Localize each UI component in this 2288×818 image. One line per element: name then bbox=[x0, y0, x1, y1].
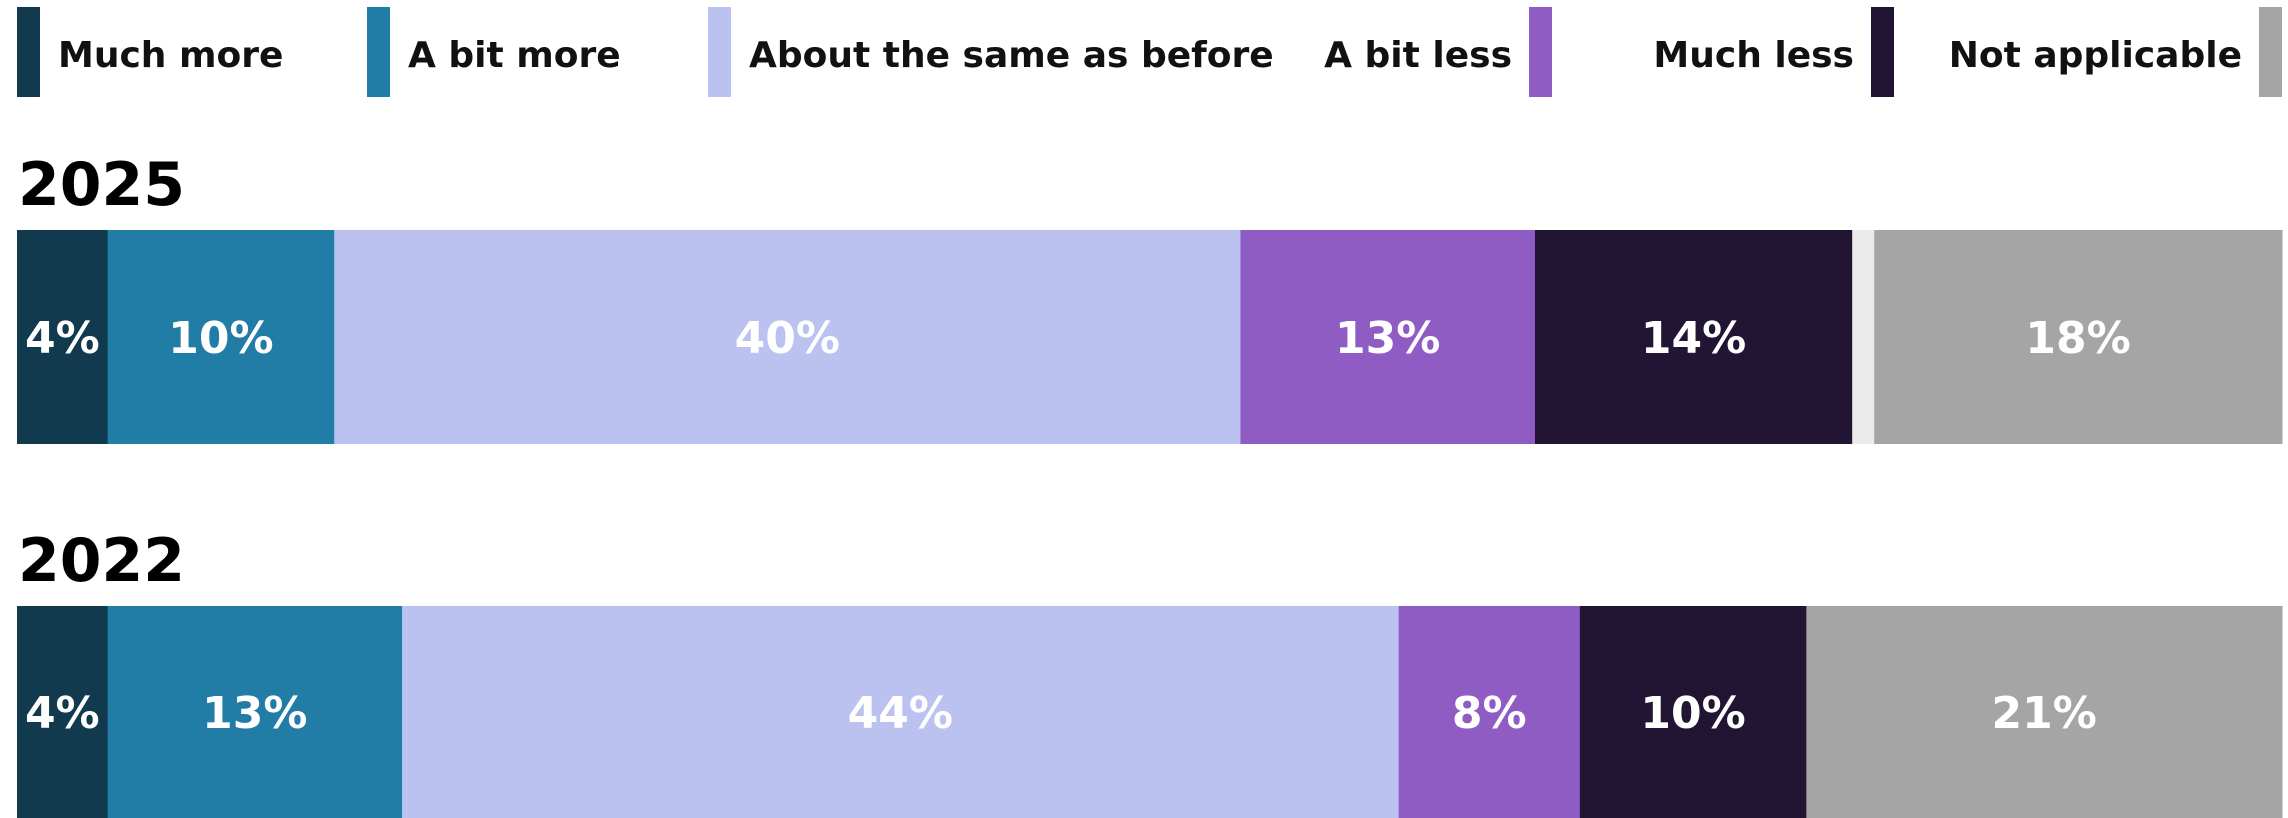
data-label: 4% bbox=[25, 688, 100, 739]
legend-label: Much less bbox=[1653, 35, 1854, 76]
bar-gap bbox=[1852, 230, 1875, 444]
row-label: 2022 bbox=[18, 526, 185, 596]
legend-item-a-bit-less: A bit less bbox=[1324, 7, 1552, 97]
legend-item-about-the-same-as-before: About the same as before bbox=[708, 7, 1274, 97]
bar-segment-not-applicable bbox=[1806, 606, 2283, 818]
data-label: 44% bbox=[848, 688, 953, 739]
legend-item-not-applicable: Not applicable bbox=[1949, 7, 2282, 97]
legend-swatch bbox=[1871, 7, 1894, 97]
bar-segment-much-less bbox=[1534, 230, 1853, 444]
bar-segment-a-bit-more bbox=[107, 230, 335, 444]
bar-segment-a-bit-less bbox=[1398, 606, 1581, 818]
data-label: 8% bbox=[1452, 688, 1527, 739]
data-label: 13% bbox=[202, 688, 307, 739]
bar-row-2025: 2025 4% 10% 40% 13% 14% 18% bbox=[17, 150, 2283, 444]
legend-swatch bbox=[17, 7, 40, 97]
bar-segment-about-the-same-as-before bbox=[402, 606, 1400, 818]
data-label: 14% bbox=[1641, 313, 1746, 364]
bar-segment-a-bit-less bbox=[1240, 230, 1536, 444]
legend-label: Not applicable bbox=[1949, 35, 2242, 76]
legend-swatch bbox=[1529, 7, 1552, 97]
data-label: 10% bbox=[1640, 688, 1745, 739]
legend-item-a-bit-more: A bit more bbox=[367, 7, 621, 97]
data-label: 18% bbox=[2025, 313, 2130, 364]
legend-label: A bit less bbox=[1324, 35, 1512, 76]
bar-segment-about-the-same-as-before bbox=[334, 230, 1241, 444]
legend-swatch bbox=[367, 7, 390, 97]
legend-swatch bbox=[2259, 7, 2282, 97]
row-label: 2025 bbox=[18, 150, 185, 220]
bar-segment-not-applicable bbox=[1874, 230, 2283, 444]
legend-item-much-less: Much less bbox=[1653, 7, 1894, 97]
chart-legend: Much more A bit more About the same as bef… bbox=[17, 7, 2282, 97]
data-label: 40% bbox=[735, 313, 840, 364]
bar-segment-much-less bbox=[1579, 606, 1807, 818]
bar-row-2022: 2022 4% 13% 44% 8% 10% 21% bbox=[17, 526, 2283, 818]
data-label: 10% bbox=[168, 313, 273, 364]
data-label: 13% bbox=[1335, 313, 1440, 364]
legend-label: Much more bbox=[58, 35, 283, 76]
legend-label: About the same as before bbox=[749, 35, 1274, 76]
legend-label: A bit more bbox=[408, 35, 621, 76]
legend-swatch bbox=[708, 7, 731, 97]
chart-bars: 2025 4% 10% 40% 13% 14% 18% 2022 4% 13% 44% 8% 10% 21… bbox=[17, 150, 2283, 818]
bar-segment-a-bit-more bbox=[107, 606, 403, 818]
bar-segment-much-more bbox=[17, 606, 109, 818]
legend-item-much-more: Much more bbox=[17, 7, 283, 97]
bar-segment-much-more bbox=[17, 230, 109, 444]
data-label: 4% bbox=[25, 313, 100, 364]
data-label: 21% bbox=[1992, 688, 2097, 739]
